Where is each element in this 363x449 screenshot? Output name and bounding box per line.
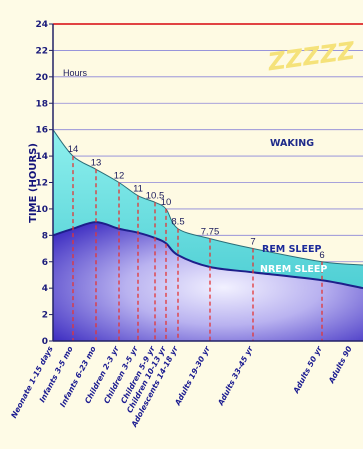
rem-sleep-area: [53, 129, 363, 289]
y-tick-label: 14: [35, 152, 48, 162]
total-sleep-label: 8.5: [171, 217, 184, 228]
y-axis-title: TIME (HOURS): [28, 143, 39, 223]
total-sleep-label: 11: [133, 184, 143, 195]
total-sleep-label: 14: [68, 144, 79, 155]
units-label: Hours: [63, 68, 88, 78]
y-tick-label: 20: [35, 73, 48, 83]
y-tick-label: 0: [42, 337, 48, 347]
y-tick-label: 2: [42, 311, 48, 321]
rem-sleep-label: REM SLEEP: [262, 244, 321, 255]
y-tick-label: 4: [42, 284, 48, 294]
age-markers: [72, 156, 323, 341]
y-tick-label: 24: [35, 20, 48, 30]
total-sleep-label: 6: [319, 250, 324, 261]
total-sleep-label: 10: [161, 197, 172, 208]
y-tick-label: 18: [35, 99, 48, 109]
y-tick-label: 22: [35, 46, 48, 56]
total-sleep-label: 7.75: [201, 227, 220, 238]
total-sleep-label: 13: [91, 157, 102, 168]
y-tick-label: 6: [42, 258, 48, 268]
nrem-sleep-label: NREM SLEEP: [260, 264, 327, 275]
y-tick-label: 10: [35, 205, 48, 215]
total-sleep-label: 10.5: [146, 190, 165, 201]
total-sleep-line: [52, 129, 363, 266]
total-sleep-label: 12: [114, 171, 125, 182]
y-tick-label: 12: [35, 179, 48, 189]
nrem-sleep-area: [53, 222, 363, 341]
waking-label: WAKING: [270, 138, 314, 149]
total-sleep-label: 7: [250, 237, 255, 248]
y-tick-label: 8: [42, 231, 48, 241]
nrem-sleep-line: [52, 221, 363, 290]
y-tick-label: 16: [35, 126, 48, 136]
